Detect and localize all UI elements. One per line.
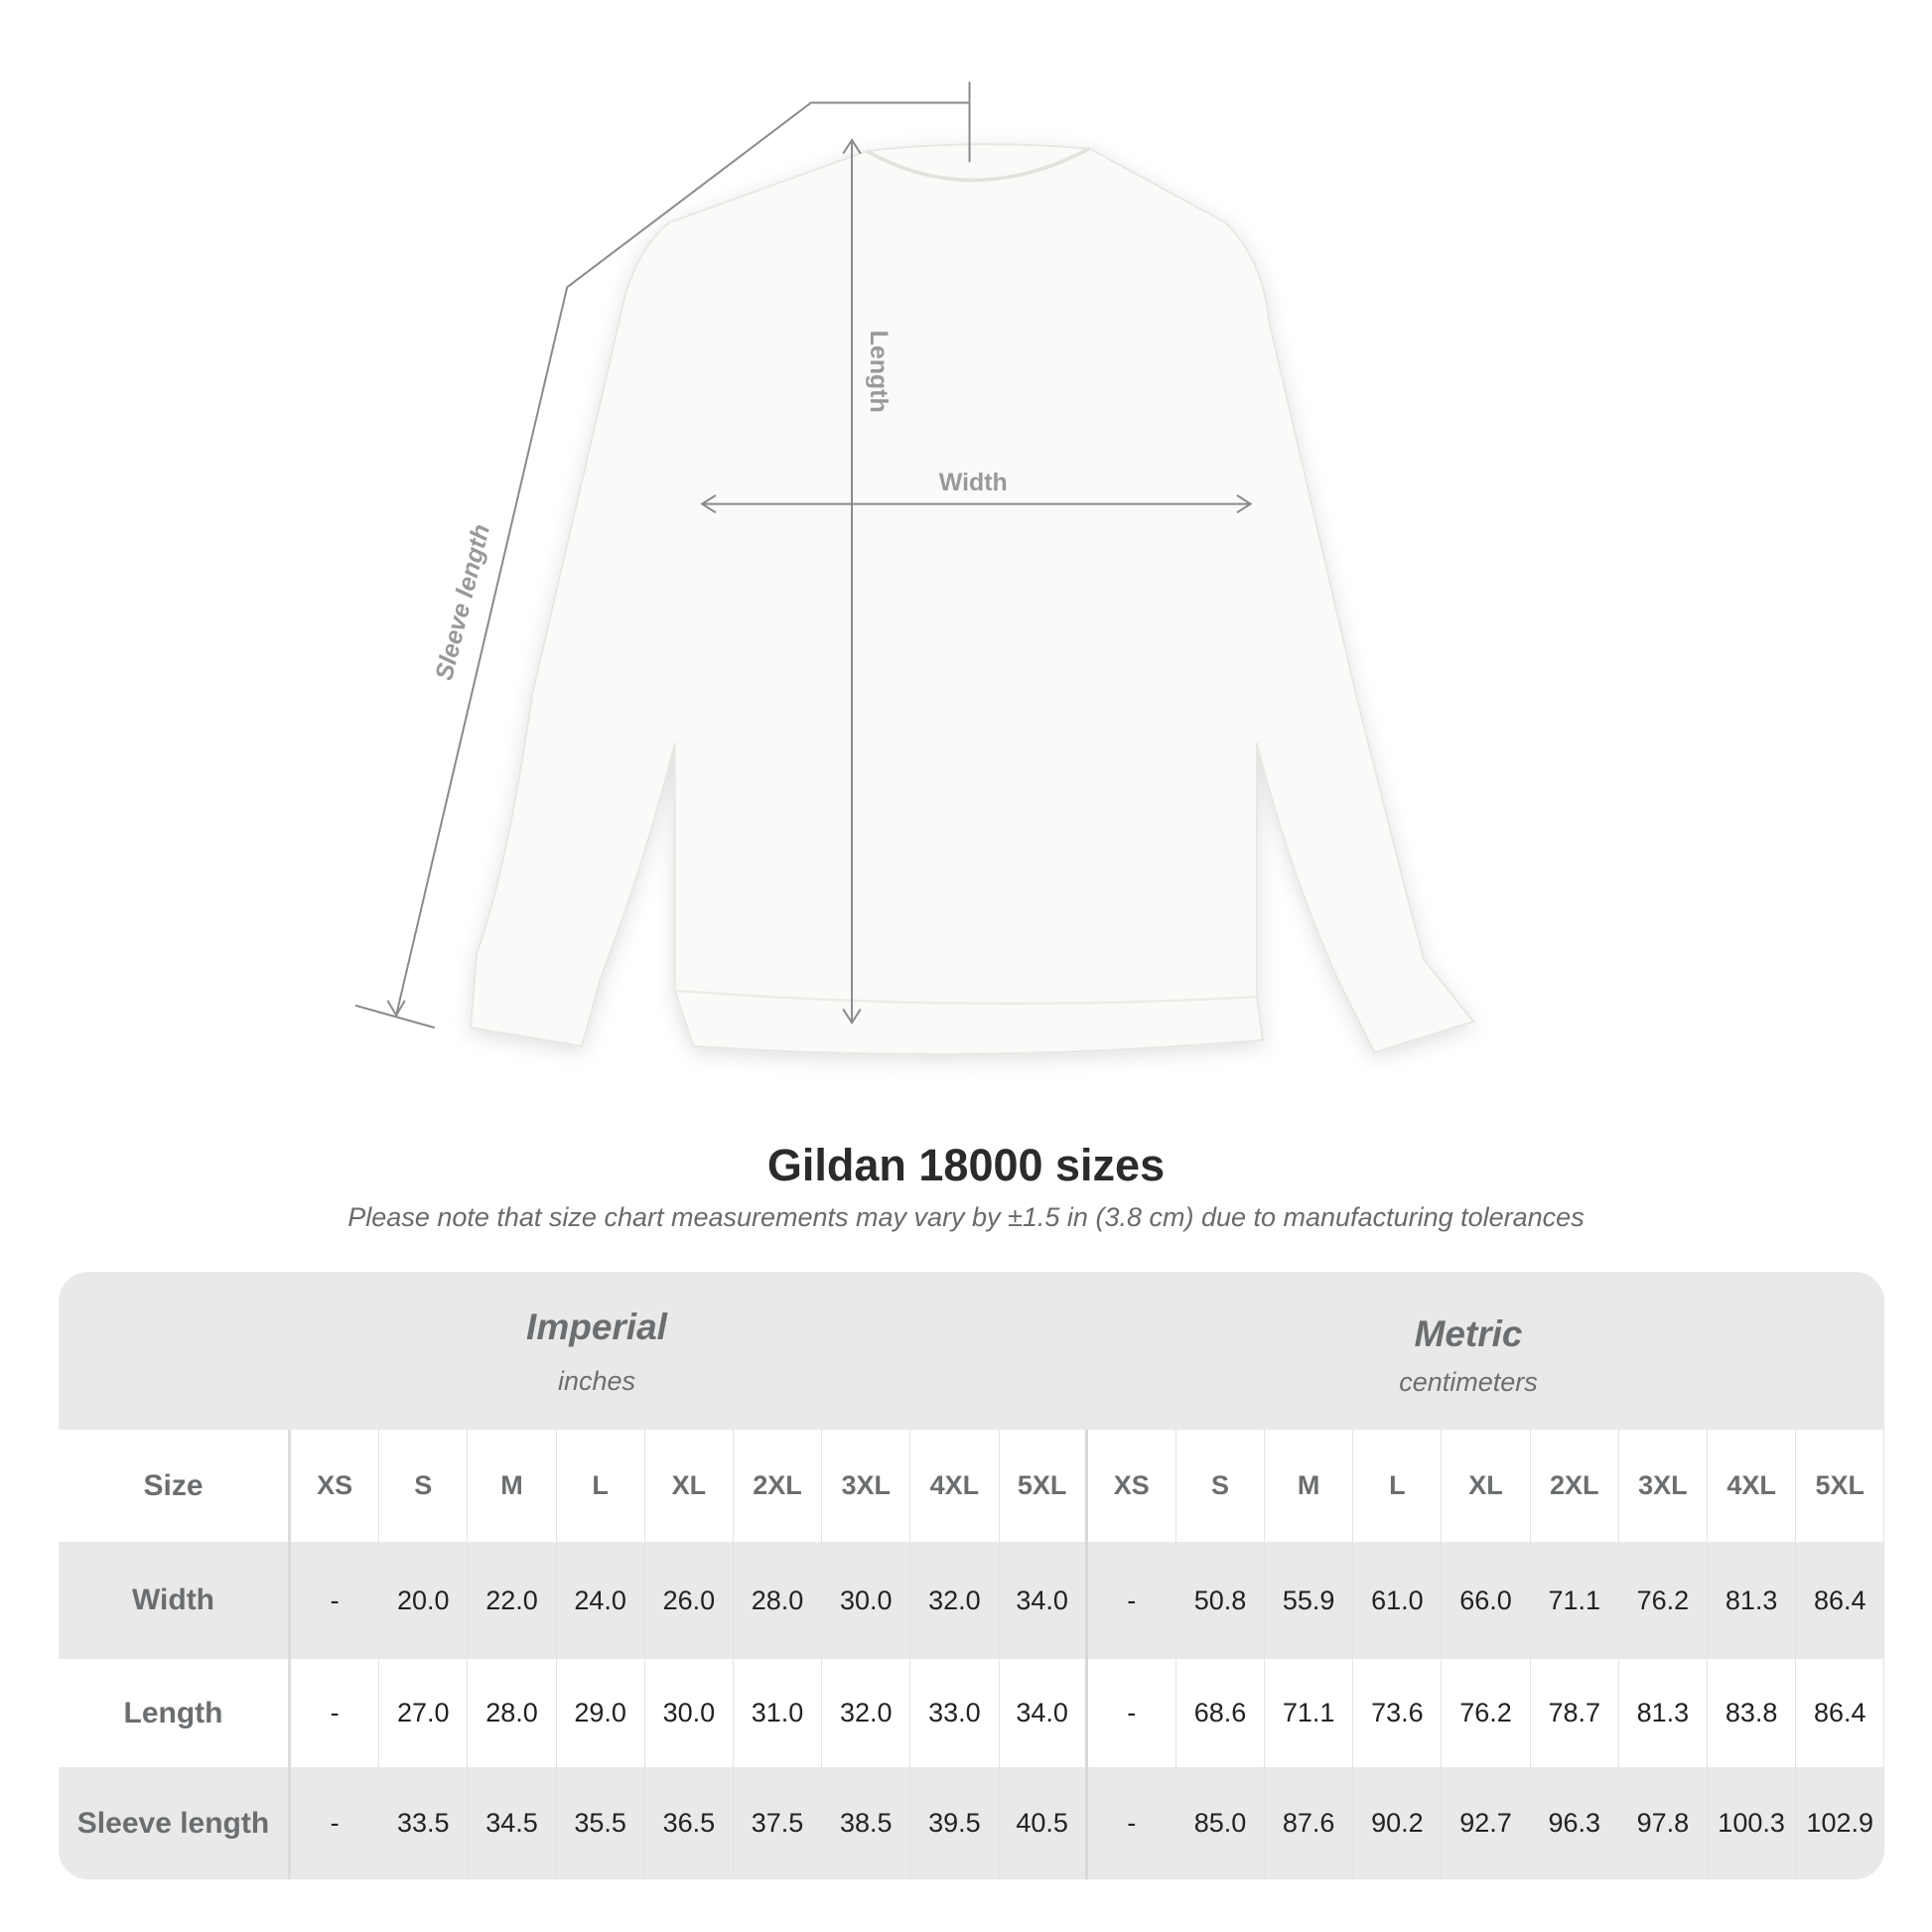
sweatshirt-diagram: Length Width Sleeve length [354,81,1475,1055]
imperial-size-header: L [557,1430,645,1542]
metric-size-header: 4XL [1708,1430,1797,1542]
sweatshirt-image [469,143,1475,1055]
imperial-cell: 38.5 [822,1767,911,1879]
imperial-cell: 20.0 [379,1542,469,1659]
metric-cell: 90.2 [1353,1767,1443,1879]
metric-unit: centimeters [1399,1367,1538,1397]
metric-cell: 76.2 [1442,1659,1531,1767]
metric-cell: 97.8 [1619,1767,1708,1879]
metric-header: Metric centimeters [1220,1313,1717,1398]
table-row: Sleeve length -33.5 34.5 35.5 36.5 37.5 38.5 39… [59,1767,1884,1879]
metric-cell: 50.8 [1176,1542,1266,1659]
metric-cell: 71.1 [1265,1659,1354,1767]
metric-cell: 86.4 [1796,1659,1884,1767]
metric-cell: 55.9 [1265,1542,1354,1659]
length-label: Length [865,331,893,413]
imperial-size-header: XL [645,1430,734,1542]
metric-cell: 83.8 [1708,1659,1797,1767]
metric-cell: 73.6 [1353,1659,1443,1767]
imperial-cell: 35.5 [557,1767,645,1879]
imperial-cell: 22.0 [468,1542,557,1659]
metric-cell: 86.4 [1796,1542,1884,1659]
row-label: Sleeve length [59,1767,291,1879]
metric-size-header: 2XL [1531,1430,1619,1542]
metric-cell: 81.3 [1619,1659,1708,1767]
imperial-cell: 31.0 [734,1659,823,1767]
imperial-header: Imperial inches [348,1307,845,1397]
row-label: Length [59,1659,291,1767]
table-row: Width -20.0 22.0 24.0 26.0 28.0 30.0 32.0 34.0-5… [59,1542,1884,1659]
imperial-cell: 33.0 [910,1659,1000,1767]
imperial-cell: 28.0 [468,1659,557,1767]
imperial-size-header: 4XL [910,1430,1000,1542]
metric-cell: 96.3 [1531,1767,1619,1879]
imperial-cell: 34.0 [1000,1659,1088,1767]
row-label: Width [59,1542,291,1659]
imperial-cell: 33.5 [379,1767,469,1879]
metric-cell: 78.7 [1531,1659,1619,1767]
cuff-tick [354,1004,436,1030]
metric-cell: - [1088,1659,1176,1767]
imperial-size-header: M [468,1430,557,1542]
width-label: Width [939,469,1008,496]
imperial-title: Imperial [526,1307,667,1347]
metric-cell: 61.0 [1353,1542,1443,1659]
page-title: Gildan 18000 sizes [766,1140,1166,1190]
imperial-cell: 30.0 [645,1659,734,1767]
imperial-size-header: S [379,1430,469,1542]
imperial-cell: 26.0 [645,1542,734,1659]
sleeve-length-label: Sleeve length [430,521,495,683]
imperial-cell: 39.5 [910,1767,1000,1879]
metric-title: Metric [1414,1313,1523,1354]
imperial-cell: - [291,1767,380,1879]
unit-header-band [59,1272,1884,1430]
imperial-cell: 32.0 [910,1542,1000,1659]
imperial-cell: 29.0 [557,1659,645,1767]
metric-cell: 100.3 [1708,1767,1797,1879]
metric-size-header: 3XL [1619,1430,1708,1542]
size-table: Imperial inches Metric centimeters Size X… [59,1272,1884,1879]
imperial-cell: 40.5 [1000,1767,1088,1879]
imperial-size-header: 2XL [734,1430,823,1542]
imperial-cell: 27.0 [379,1659,469,1767]
imperial-cell: 28.0 [734,1542,823,1659]
imperial-cell: 32.0 [822,1659,911,1767]
imperial-size-header: 5XL [1000,1430,1088,1542]
metric-cell: 102.9 [1796,1767,1884,1879]
sleeve-measure-line [395,101,970,1016]
imperial-cell: - [291,1659,380,1767]
metric-size-header: 5XL [1796,1430,1884,1542]
metric-cell: 85.0 [1176,1767,1266,1879]
metric-cell: 68.6 [1176,1659,1266,1767]
metric-cell: - [1088,1542,1176,1659]
imperial-cell: 30.0 [822,1542,911,1659]
imperial-cell: 24.0 [557,1542,645,1659]
metric-cell: 71.1 [1531,1542,1619,1659]
metric-cell: - [1088,1767,1176,1879]
imperial-cell: 36.5 [645,1767,734,1879]
metric-cell: 81.3 [1708,1542,1797,1659]
imperial-size-header: XS [291,1430,380,1542]
metric-cell: 87.6 [1265,1767,1354,1879]
metric-cell: 92.7 [1442,1767,1531,1879]
table-row: Length -27.0 28.0 29.0 30.0 31.0 32.0 33.0 34.0-… [59,1659,1884,1767]
row-label: Size [59,1430,291,1542]
tolerance-note: Please note that size chart measurements… [347,1202,1585,1232]
metric-size-header: XS [1088,1430,1176,1542]
imperial-cell: - [291,1542,380,1659]
metric-cell: 66.0 [1442,1542,1531,1659]
size-header-row: Size XS S M L XL 2XL 3XL 4XL 5XL XS S M L XL 2XL 3XL 4XL 5… [59,1430,1884,1542]
imperial-unit: inches [557,1366,636,1396]
metric-size-header: S [1176,1430,1266,1542]
metric-size-header: XL [1442,1430,1531,1542]
metric-size-header: M [1265,1430,1354,1542]
imperial-cell: 37.5 [734,1767,823,1879]
metric-size-header: L [1353,1430,1443,1542]
imperial-cell: 34.0 [1000,1542,1088,1659]
imperial-size-header: 3XL [822,1430,911,1542]
metric-cell: 76.2 [1619,1542,1708,1659]
imperial-cell: 34.5 [468,1767,557,1879]
